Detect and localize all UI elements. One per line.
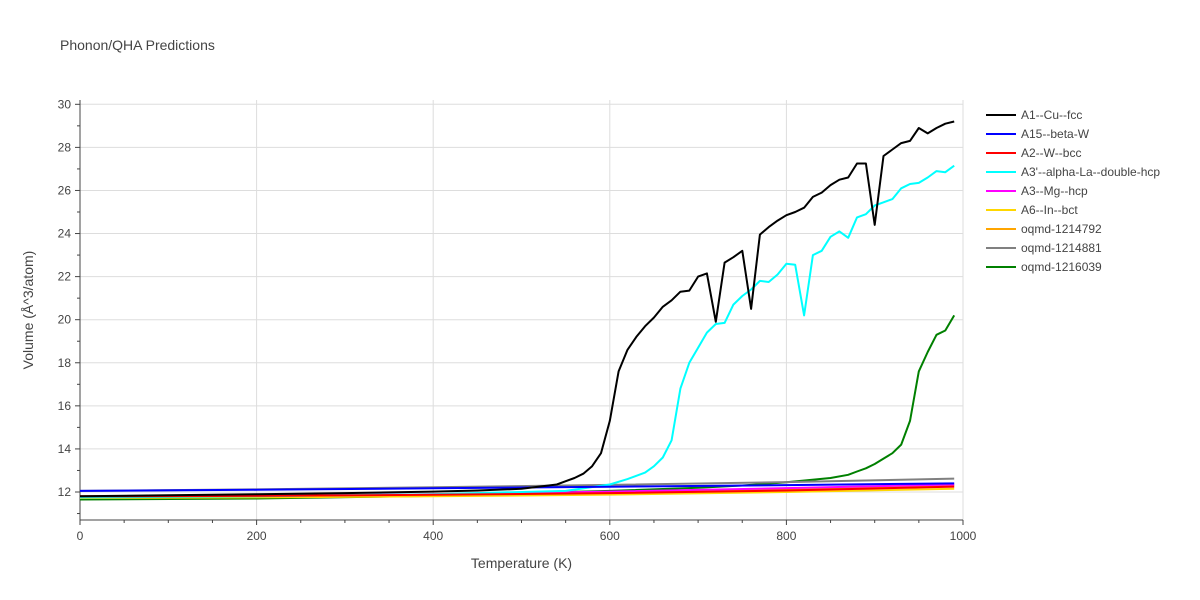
legend-label-5: A6--In--bct <box>1021 203 1078 217</box>
y-tick-label-0: 12 <box>58 485 72 499</box>
y-tick-label-1: 14 <box>58 442 72 456</box>
series-line-3 <box>79 164 955 499</box>
y-tick-label-4: 20 <box>58 313 72 327</box>
axes <box>75 100 964 525</box>
series-line-0 <box>79 120 955 498</box>
legend-item-2[interactable]: A2--W--bcc <box>986 146 1081 160</box>
series-line-2 <box>79 485 955 498</box>
legend-label-6: oqmd-1214792 <box>1021 222 1102 236</box>
legend-item-3[interactable]: A3'--alpha-La--double-hcp <box>986 165 1160 179</box>
legend-label-8: oqmd-1216039 <box>1021 260 1102 274</box>
grid <box>80 100 964 520</box>
x-tick-label-1: 200 <box>247 529 267 543</box>
y-tick-label-9: 30 <box>58 97 72 111</box>
legend-label-2: A2--W--bcc <box>1021 146 1081 160</box>
legend-item-5[interactable]: A6--In--bct <box>986 203 1078 217</box>
legend[interactable]: A1--Cu--fcc A15--beta-W A2--W--bcc A3'--alp… <box>986 108 1160 274</box>
legend-item-7[interactable]: oqmd-1214881 <box>986 241 1102 255</box>
legend-item-0[interactable]: A1--Cu--fcc <box>986 108 1082 122</box>
legend-label-1: A15--beta-W <box>1021 127 1090 141</box>
y-tick-label-3: 18 <box>58 356 72 370</box>
y-tick-label-2: 16 <box>58 399 72 413</box>
x-tick-label-2: 400 <box>423 529 443 543</box>
x-tick-label-4: 800 <box>776 529 796 543</box>
x-tick-label-3: 600 <box>600 529 620 543</box>
y-tick-label-6: 24 <box>58 227 72 241</box>
series-line-5 <box>79 487 955 499</box>
y-axis-label: Volume (Å^3/atom) <box>20 251 36 370</box>
legend-item-1[interactable]: A15--beta-W <box>986 127 1090 141</box>
legend-label-4: A3--Mg--hcp <box>1021 184 1088 198</box>
chart-title: Phonon/QHA Predictions <box>60 37 215 53</box>
series-line-8 <box>79 314 956 501</box>
series-line-1 <box>79 482 955 492</box>
legend-label-7: oqmd-1214881 <box>1021 241 1102 255</box>
y-tick-label-8: 28 <box>58 140 72 154</box>
legend-item-4[interactable]: A3--Mg--hcp <box>986 184 1088 198</box>
legend-label-0: A1--Cu--fcc <box>1021 108 1082 122</box>
x-tick-label-5: 1000 <box>950 529 977 543</box>
y-tick-label-7: 26 <box>58 183 72 197</box>
x-axis-label: Temperature (K) <box>471 555 572 571</box>
legend-label-3: A3'--alpha-La--double-hcp <box>1021 165 1160 179</box>
legend-item-8[interactable]: oqmd-1216039 <box>986 260 1102 274</box>
series-layer <box>79 120 956 501</box>
y-tick-label-5: 22 <box>58 270 72 284</box>
x-tick-label-0: 0 <box>77 529 84 543</box>
legend-item-6[interactable]: oqmd-1214792 <box>986 222 1102 236</box>
tick-labels: 0 200 400 600 800 1000 12 14 16 18 20 22 24 26 28 30 <box>58 97 977 543</box>
